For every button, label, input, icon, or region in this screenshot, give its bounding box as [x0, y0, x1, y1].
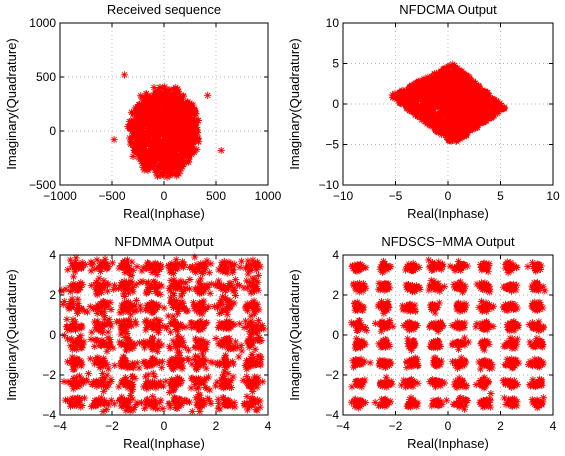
- y-tick-label: 4: [49, 248, 56, 262]
- y-tick-label: 5: [332, 57, 339, 71]
- x-tick-label: −4: [336, 419, 350, 433]
- x-tick-label: 0: [445, 419, 452, 433]
- subplot-title: Received sequence: [107, 2, 221, 17]
- x-tick-label: 2: [213, 419, 220, 433]
- data-point-markers: [388, 60, 508, 145]
- y-axis-label: Imaginary(Quadrature): [287, 269, 302, 401]
- subplot-title: NFDCMA Output: [399, 2, 497, 17]
- x-tick-label: −5: [389, 189, 403, 203]
- x-tick-label: −10: [333, 189, 354, 203]
- scatter-points: [58, 253, 268, 416]
- y-tick-label: −2: [42, 368, 56, 382]
- x-tick-label: 0: [161, 189, 168, 203]
- y-tick-label: 0: [49, 124, 56, 138]
- y-axis-label: Imaginary(Quadrature): [4, 269, 19, 401]
- y-tick-label: 0: [49, 328, 56, 342]
- x-tick-label: 4: [265, 419, 272, 433]
- x-tick-label: 0: [161, 419, 168, 433]
- y-tick-label: 0: [332, 97, 339, 111]
- x-tick-label: −1000: [43, 189, 77, 203]
- y-axis-label: Imaginary(Quadrature): [287, 38, 302, 170]
- y-tick-label: −2: [325, 368, 339, 382]
- subplot-2: −10 −5 0 5 10 −10 −5 0 5 10 NFDCMA Output Real(Inph…: [287, 2, 560, 221]
- y-tick-label: −4: [42, 408, 56, 422]
- scatter-points: [347, 256, 549, 413]
- subplot-title: NFDMMA Output: [115, 234, 214, 249]
- subplot-3: −4 −2 0 2 4 −4 −2 0 2 4 NFDMMA Output Real(Inphase)…: [4, 234, 272, 451]
- subplot-4: −4 −2 0 2 4 −4 −2 0 2 4 NFDSCS−MMA Output Real(Inph…: [287, 234, 557, 451]
- x-axis-label: Real(Inphase): [407, 206, 489, 221]
- x-axis-label: Real(Inphase): [123, 206, 205, 221]
- scatter-points: [110, 71, 225, 181]
- y-tick-label: 4: [332, 248, 339, 262]
- subplot-title: NFDSCS−MMA Output: [381, 234, 515, 249]
- x-tick-label: 10: [546, 189, 560, 203]
- y-tick-label: 10: [326, 16, 340, 30]
- x-tick-label: −2: [105, 419, 119, 433]
- y-tick-label: 0: [332, 328, 339, 342]
- y-axis-label: Imaginary(Quadrature): [4, 38, 19, 170]
- x-axis-label: Real(Inphase): [123, 436, 205, 451]
- x-tick-label: 0: [445, 189, 452, 203]
- scatter-points: [388, 60, 508, 145]
- y-tick-label: −5: [325, 138, 339, 152]
- y-tick-label: −500: [29, 178, 56, 192]
- x-tick-label: −500: [98, 189, 125, 203]
- x-tick-label: −2: [389, 419, 403, 433]
- data-point-markers: [58, 253, 268, 416]
- data-point-markers: [347, 256, 549, 413]
- y-tick-label: 1000: [29, 16, 56, 30]
- data-point-markers: [110, 71, 225, 181]
- y-tick-label: 2: [332, 288, 339, 302]
- x-axis-label: Real(Inphase): [407, 436, 489, 451]
- x-tick-label: 500: [206, 189, 226, 203]
- x-tick-label: 2: [497, 419, 504, 433]
- y-tick-label: −10: [319, 178, 340, 192]
- x-tick-label: −4: [53, 419, 67, 433]
- y-tick-label: 500: [36, 70, 56, 84]
- y-tick-label: −4: [325, 408, 339, 422]
- x-tick-label: 1000: [255, 189, 282, 203]
- y-tick-label: 2: [49, 288, 56, 302]
- x-tick-label: 5: [497, 189, 504, 203]
- x-tick-label: 4: [550, 419, 557, 433]
